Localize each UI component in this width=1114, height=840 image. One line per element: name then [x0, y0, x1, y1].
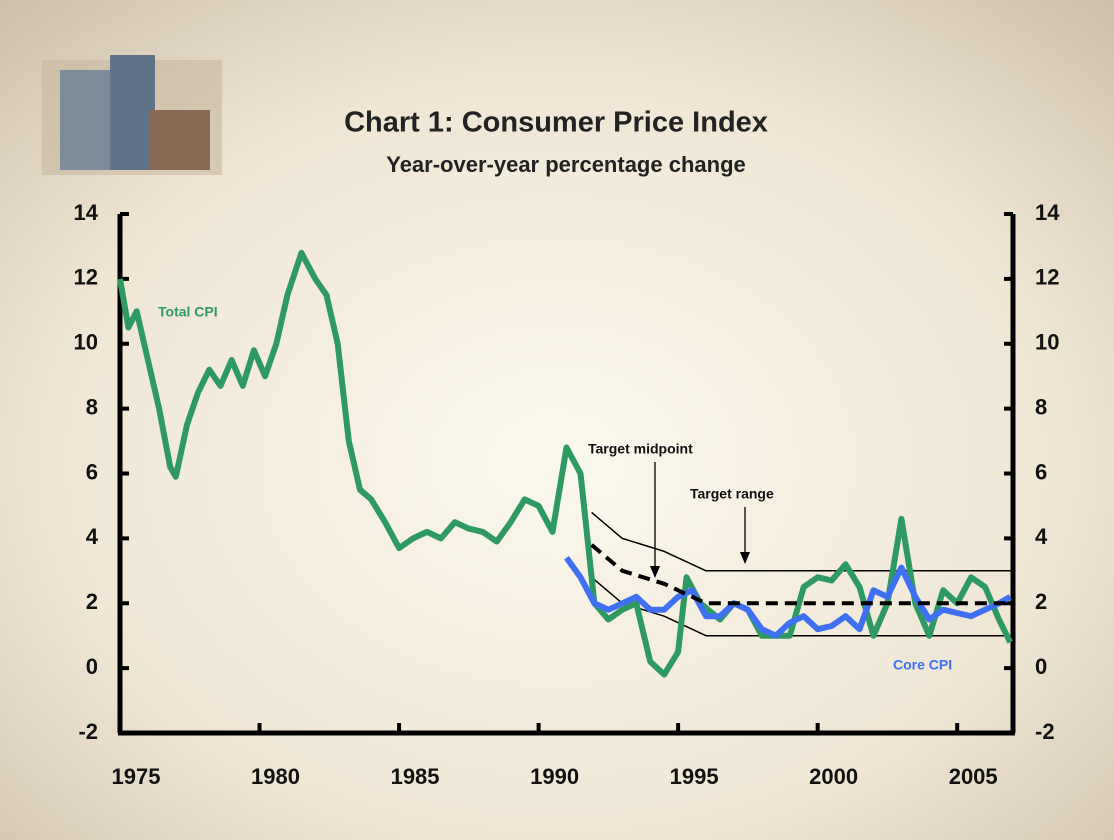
arrow-head — [740, 552, 750, 564]
y-tick-label: 2 — [86, 589, 98, 614]
y2-tick-label: 10 — [1035, 330, 1059, 355]
y2-tick-label: 0 — [1035, 654, 1047, 679]
target-range-label: Target range — [690, 486, 774, 502]
y-tick-label: 12 — [74, 265, 98, 290]
y2-tick-label: 6 — [1035, 459, 1047, 484]
chart-subtitle: Year-over-year percentage change — [386, 152, 746, 177]
total-cpi-label: Total CPI — [158, 304, 218, 320]
x-tick-label: 1995 — [670, 764, 719, 789]
y-tick-label: 10 — [74, 330, 98, 355]
y2-tick-label: 2 — [1035, 589, 1047, 614]
y-tick-label: 0 — [86, 654, 98, 679]
x-tick-label: 1990 — [530, 764, 579, 789]
x-tick-label: 2005 — [949, 764, 998, 789]
target-midpoint-line — [590, 543, 1013, 606]
y-tick-label: -2 — [78, 719, 98, 744]
building-image — [42, 55, 222, 175]
core-cpi-line — [564, 556, 1012, 639]
x-tick-label: 1985 — [391, 764, 440, 789]
target-range-lower — [591, 576, 1013, 637]
y-tick-label: 4 — [86, 524, 99, 549]
total-cpi-line — [117, 249, 1013, 678]
y-tick-label: 14 — [74, 200, 99, 225]
y2-tick-label: -2 — [1035, 719, 1055, 744]
y-tick-label: 8 — [86, 394, 98, 419]
target-midpoint-label: Target midpoint — [588, 441, 693, 457]
chart-title: Chart 1: Consumer Price Index — [344, 107, 768, 139]
x-tick-label: 1975 — [112, 764, 161, 789]
y2-tick-label: 8 — [1035, 394, 1047, 419]
y2-tick-label: 4 — [1035, 524, 1048, 549]
core-cpi-label: Core CPI — [893, 657, 952, 673]
y2-tick-label: 14 — [1035, 200, 1060, 225]
x-tick-label: 2000 — [809, 764, 858, 789]
y2-tick-label: 12 — [1035, 265, 1059, 290]
arrow-head — [650, 566, 660, 578]
x-tick-label: 1980 — [251, 764, 300, 789]
y-tick-label: 6 — [86, 459, 98, 484]
target-range-upper — [591, 511, 1013, 572]
